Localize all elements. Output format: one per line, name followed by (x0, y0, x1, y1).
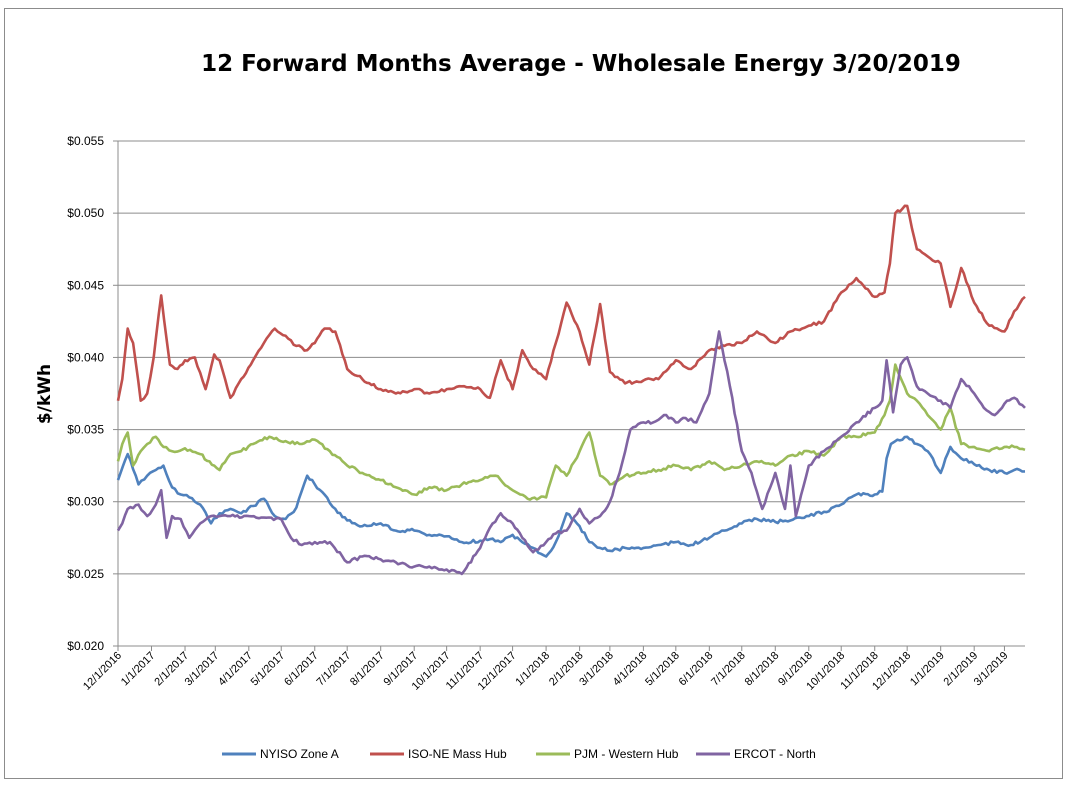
x-tick-label: 1/1/2019 (908, 650, 947, 689)
y-axis-label: $/kWh (35, 364, 55, 424)
y-tick-label: $0.045 (67, 278, 104, 292)
legend-label: NYISO Zone A (260, 747, 339, 761)
legend-label: ERCOT - North (734, 747, 816, 761)
x-tick-label: 12/1/2016 (81, 650, 124, 693)
y-tick-label: $0.020 (67, 639, 104, 653)
x-tick-label: 6/1/2018 (677, 650, 716, 689)
x-tick-label: 7/1/2018 (709, 650, 748, 689)
y-tick-label: $0.050 (67, 206, 104, 220)
x-tick-label: 8/1/2018 (743, 650, 782, 689)
legend-label: ISO-NE Mass Hub (408, 747, 507, 761)
x-tick-label: 4/1/2018 (611, 650, 650, 689)
series-lines (116, 204, 1026, 576)
x-tick-label: 5/1/2018 (643, 650, 682, 689)
x-tick-label: 8/1/2017 (348, 650, 387, 689)
chart-title: 12 Forward Months Average - Wholesale En… (201, 51, 961, 77)
y-tick-label: $0.025 (67, 567, 104, 581)
x-tick-label: 1/1/2018 (513, 650, 552, 689)
series-line-3 (116, 330, 1026, 576)
chart-frame (4, 8, 1063, 779)
x-tick-label: 1/1/2017 (119, 650, 158, 689)
x-tick-label: 7/1/2017 (315, 650, 354, 689)
gridlines (118, 140, 1025, 575)
y-tick-label: $0.040 (67, 350, 104, 364)
legend-label: PJM - Western Hub (574, 747, 679, 761)
y-tick-label: $0.030 (67, 495, 104, 509)
legend: NYISO Zone A ISO-NE Mass Hub PJM - Western… (222, 747, 816, 761)
x-tick-label: 6/1/2017 (282, 650, 321, 689)
x-tick-label: 4/1/2017 (216, 650, 255, 689)
series-line-2 (116, 363, 1026, 501)
y-tick-label: $0.055 (67, 134, 104, 148)
series-line-0 (116, 435, 1026, 558)
series-line-1 (116, 204, 1026, 402)
y-tick-label: $0.035 (67, 423, 104, 437)
x-tick-label: 5/1/2017 (249, 650, 288, 689)
axes: $0.020 $0.025 $0.030 $0.035 $0.040 $0.045 $0.0… (67, 134, 1025, 693)
